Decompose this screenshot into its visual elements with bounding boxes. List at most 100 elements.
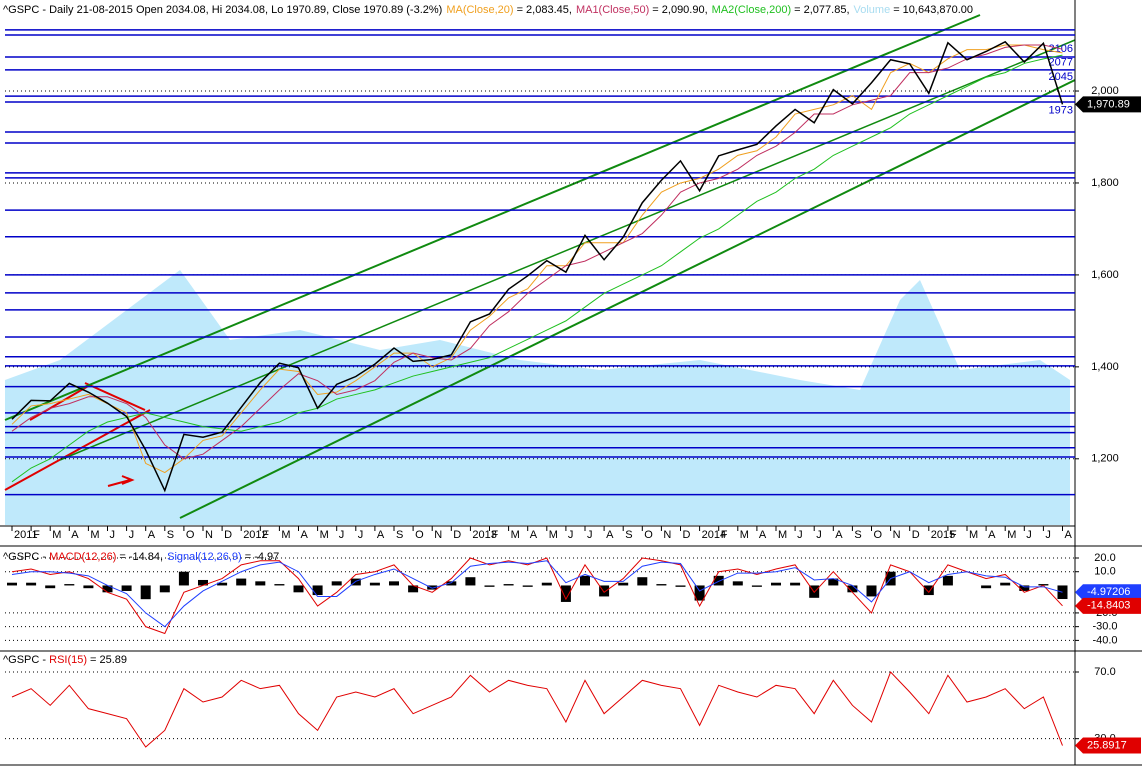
header-part: ^GSPC - bbox=[3, 654, 49, 666]
x-tick-label: F bbox=[33, 529, 40, 541]
histogram-bar bbox=[236, 578, 247, 586]
channel-line bbox=[4, 14, 981, 421]
histogram-bar bbox=[484, 585, 495, 587]
channel-line bbox=[179, 79, 1076, 519]
header-part: ^GSPC - bbox=[3, 551, 49, 563]
x-tick-label: A bbox=[759, 529, 767, 541]
x-tick-label: S bbox=[854, 529, 861, 541]
readout-box bbox=[1075, 96, 1141, 113]
header-part: MA(Close,20) bbox=[446, 4, 513, 16]
x-tick-label: F bbox=[950, 529, 957, 541]
x-tick-label: 2011 bbox=[14, 529, 38, 541]
x-tick-label: A bbox=[988, 529, 996, 541]
histogram-bar bbox=[159, 585, 170, 593]
series-line bbox=[11, 557, 1063, 635]
x-tick-label: S bbox=[167, 529, 174, 541]
x-tick-label: N bbox=[893, 529, 901, 541]
histogram-bar bbox=[198, 579, 208, 586]
value-readout: -14.8403 bbox=[1075, 597, 1141, 614]
histogram-bar bbox=[83, 585, 94, 589]
arrow bbox=[107, 475, 135, 487]
header-part: = -14.84, bbox=[119, 551, 163, 563]
channel-line bbox=[59, 39, 1076, 461]
y-tick-label: 70.0 bbox=[1094, 666, 1115, 678]
header-part: Volume bbox=[854, 4, 891, 16]
series-line bbox=[11, 560, 1063, 628]
x-tick-label: A bbox=[606, 529, 614, 541]
readout-box bbox=[1075, 597, 1141, 614]
x-tick-label: J bbox=[797, 529, 803, 541]
x-tick-label: M bbox=[1007, 529, 1016, 541]
header-part: MACD(12,26) bbox=[49, 551, 116, 563]
histogram-bar bbox=[713, 575, 724, 586]
header-part: RSI(15) bbox=[49, 654, 87, 666]
series-line bbox=[11, 44, 1063, 474]
trend-line bbox=[84, 382, 146, 411]
x-tick-label: A bbox=[377, 529, 385, 541]
histogram-bar bbox=[26, 582, 37, 586]
price-line bbox=[11, 40, 1064, 493]
x-tick-label: O bbox=[415, 529, 424, 541]
header-part: ^GSPC - Daily 21-08-2015 Open 2034.08, H… bbox=[3, 4, 442, 16]
histogram-bar bbox=[293, 585, 304, 593]
x-tick-label: A bbox=[301, 529, 309, 541]
histogram-bar bbox=[350, 578, 361, 586]
y-tick-label: 2,000 bbox=[1091, 85, 1119, 97]
histogram-bar bbox=[1000, 582, 1011, 586]
histogram-bar bbox=[656, 584, 667, 586]
histogram-bar bbox=[274, 584, 285, 586]
pane-header: ^GSPC - Daily 21-08-2015 Open 2034.08, H… bbox=[3, 4, 973, 16]
y-tick-label: 20.0 bbox=[1094, 552, 1115, 564]
x-tick-label: S bbox=[396, 529, 403, 541]
value-readout: -4.97206 bbox=[1075, 584, 1141, 601]
header-part: = 25.89 bbox=[90, 654, 127, 666]
y-tick-label: 10.0 bbox=[1094, 566, 1115, 578]
x-tick-label: J bbox=[816, 529, 822, 541]
x-tick-label: J bbox=[1045, 529, 1051, 541]
x-tick-label: J bbox=[129, 529, 135, 541]
x-tick-label: F bbox=[492, 529, 499, 541]
y-tick-label: 1,200 bbox=[1091, 453, 1119, 465]
histogram-bar bbox=[7, 582, 17, 586]
histogram-bar bbox=[694, 585, 705, 601]
x-tick-label: 2013 bbox=[472, 529, 496, 541]
histogram-bar bbox=[847, 585, 858, 593]
x-tick-label: S bbox=[625, 529, 632, 541]
readout-box bbox=[1075, 737, 1141, 754]
readout-label: 25.8917 bbox=[1087, 739, 1127, 751]
histogram-bar bbox=[255, 581, 266, 586]
histogram-bar bbox=[580, 575, 590, 586]
x-tick-label: O bbox=[874, 529, 883, 541]
header-part: = -4.97 bbox=[245, 551, 280, 563]
x-tick-label: M bbox=[90, 529, 99, 541]
x-tick-label: M bbox=[778, 529, 787, 541]
x-tick-label: J bbox=[339, 529, 345, 541]
histogram-bar bbox=[465, 577, 476, 586]
y-tick-label: 1,800 bbox=[1091, 177, 1119, 189]
x-tick-label: A bbox=[835, 529, 843, 541]
histogram-bar bbox=[102, 585, 113, 593]
x-tick-label: J bbox=[358, 529, 364, 541]
histogram-bar bbox=[331, 581, 342, 586]
histogram-bar bbox=[828, 578, 839, 586]
x-tick-label: M bbox=[320, 529, 329, 541]
value-readout: 1,970.89 bbox=[1075, 96, 1141, 113]
histogram-bar bbox=[771, 582, 781, 586]
histogram-bar bbox=[45, 585, 56, 589]
series-line bbox=[11, 44, 1063, 460]
pane-header: ^GSPC - RSI(15) = 25.89 bbox=[3, 654, 127, 666]
x-tick-label: O bbox=[186, 529, 195, 541]
readout-box bbox=[1075, 584, 1141, 601]
histogram-bar bbox=[121, 585, 132, 591]
volume-area bbox=[5, 270, 1070, 525]
histogram-bar bbox=[522, 585, 533, 587]
series-line bbox=[11, 54, 1063, 483]
header-part: = 2,077.85, bbox=[794, 4, 849, 16]
histogram-bar bbox=[618, 582, 629, 586]
trend-line bbox=[4, 409, 151, 491]
header-part: = 2,090.90, bbox=[652, 4, 707, 16]
x-tick-label: A bbox=[530, 529, 538, 541]
histogram-bar bbox=[790, 582, 801, 586]
histogram-bar bbox=[675, 585, 686, 587]
x-tick-label: M bbox=[511, 529, 520, 541]
